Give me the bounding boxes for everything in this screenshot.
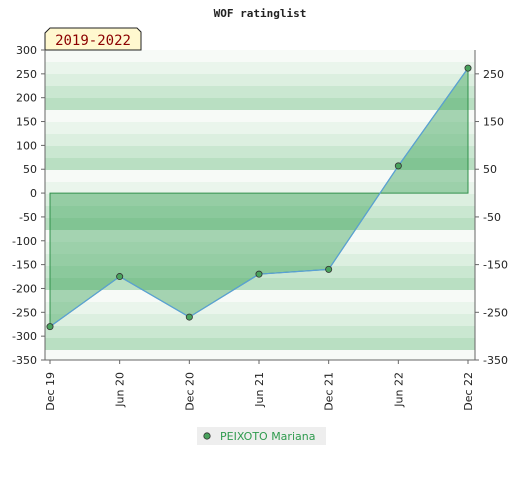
- x-tick-label: Dec 21: [323, 372, 336, 411]
- background-band: [45, 206, 475, 218]
- data-point: [116, 273, 124, 281]
- left-tick-label: 300: [16, 44, 37, 57]
- x-tick-label: Jun 22: [392, 372, 405, 408]
- left-axis: 300 250 200 150 100 50 0 -50 -100 -150 -200 -250 -30…: [12, 44, 46, 367]
- left-tick-label: 150: [16, 116, 37, 129]
- background-bands: [45, 50, 475, 360]
- background-band: [45, 254, 475, 266]
- background-band: [45, 218, 475, 230]
- background-band: [45, 302, 475, 314]
- data-points: [46, 64, 472, 331]
- background-band: [45, 314, 475, 326]
- background-band: [45, 242, 475, 254]
- background-band: [45, 122, 475, 134]
- x-tick-label: Jun 20: [114, 372, 127, 408]
- left-tick-label: 50: [23, 163, 37, 176]
- period-badge-label: 2019-2022: [55, 33, 131, 49]
- background-band: [45, 350, 475, 360]
- background-band: [45, 86, 475, 98]
- background-band: [45, 74, 475, 86]
- x-tick-label: Dec 19: [44, 372, 57, 411]
- right-tick-label: -350: [483, 354, 508, 367]
- background-band: [45, 50, 475, 62]
- background-band: [45, 146, 475, 158]
- right-tick-label: -250: [483, 306, 508, 319]
- legend-box: [197, 427, 326, 445]
- background-band: [45, 170, 475, 182]
- legend-label: PEIXOTO Mariana: [220, 430, 315, 443]
- background-band: [45, 194, 475, 206]
- x-tick-label: Dec 20: [183, 372, 196, 411]
- background-band: [45, 230, 475, 242]
- right-tick-label: -50: [483, 211, 501, 224]
- data-point: [464, 64, 472, 72]
- left-tick-label: 0: [30, 187, 37, 200]
- left-tick-label: -350: [12, 354, 37, 367]
- background-band: [45, 110, 475, 122]
- x-tick-label: Jun 21: [253, 372, 266, 408]
- left-tick-label: 250: [16, 68, 37, 81]
- right-axis: 250 150 50 -50 -150 -250 -350: [474, 50, 508, 367]
- period-badge-shape: [44, 27, 142, 51]
- data-point: [46, 323, 54, 331]
- data-point: [394, 162, 402, 170]
- left-tick-label: -50: [19, 211, 37, 224]
- x-tick-label: Dec 22: [462, 372, 475, 411]
- left-tick-label: 100: [16, 139, 37, 152]
- background-band: [45, 62, 475, 74]
- background-band: [45, 182, 475, 194]
- right-tick-label: 150: [483, 116, 504, 129]
- period-badge: 2019-2022: [44, 27, 142, 51]
- left-tick-label: -250: [12, 306, 37, 319]
- background-band: [45, 278, 475, 290]
- data-point: [255, 270, 263, 278]
- legend: PEIXOTO Mariana: [197, 427, 326, 445]
- right-tick-label: -150: [483, 259, 508, 272]
- x-axis: Dec 19 Jun 20 Dec 20 Jun 21 Dec 21 Jun 22 Dec …: [44, 359, 475, 411]
- chart-title: WOF ratinglist: [214, 7, 307, 20]
- background-band: [45, 290, 475, 302]
- background-band: [45, 134, 475, 146]
- legend-marker: [203, 432, 211, 440]
- background-band: [45, 326, 475, 338]
- data-point: [325, 265, 333, 273]
- right-tick-label: 50: [483, 163, 497, 176]
- right-tick-label: 250: [483, 68, 504, 81]
- data-point: [185, 313, 193, 321]
- background-band: [45, 338, 475, 350]
- background-band: [45, 158, 475, 170]
- left-tick-label: 200: [16, 92, 37, 105]
- left-tick-label: -150: [12, 259, 37, 272]
- left-tick-label: -100: [12, 235, 37, 248]
- background-band: [45, 98, 475, 110]
- left-tick-label: -300: [12, 330, 37, 343]
- left-tick-label: -200: [12, 282, 37, 295]
